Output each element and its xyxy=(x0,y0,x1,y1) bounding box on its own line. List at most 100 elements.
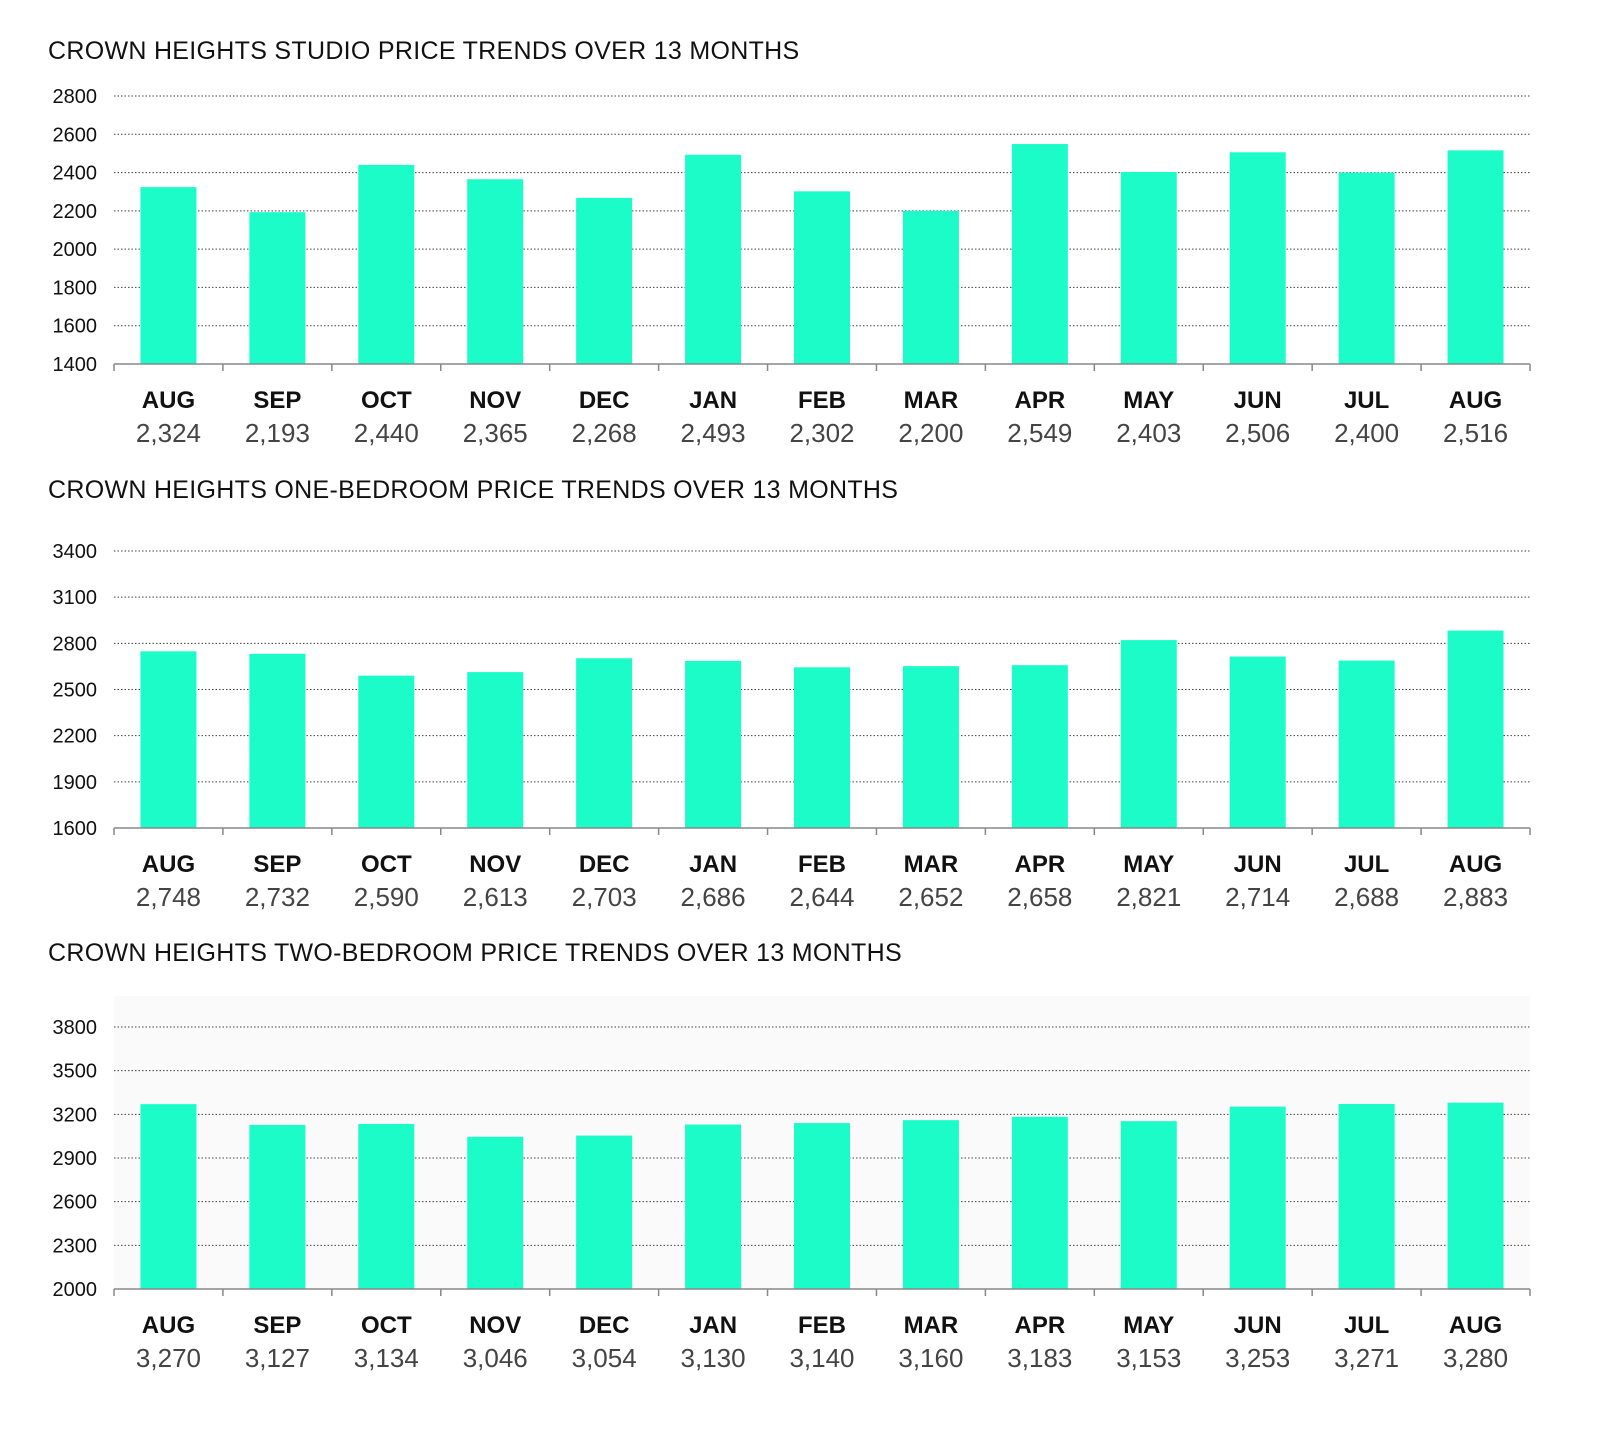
bar xyxy=(794,191,850,364)
x-tick-label: JUN xyxy=(1234,1312,1282,1339)
x-tick-label: NOV xyxy=(469,387,521,414)
bar xyxy=(576,1135,633,1289)
y-tick-label: 2200 xyxy=(53,726,98,748)
bar xyxy=(1447,1102,1504,1289)
bar xyxy=(1011,1116,1068,1289)
data-label: 3,130 xyxy=(681,1343,746,1373)
data-label: 2,268 xyxy=(572,418,637,448)
x-tick-label: JAN xyxy=(689,851,737,878)
bar xyxy=(1338,172,1395,364)
y-tick-label: 2900 xyxy=(53,1148,98,1170)
bar xyxy=(1120,1121,1177,1289)
y-tick-label: 1900 xyxy=(53,772,98,794)
bar xyxy=(902,1120,959,1289)
data-label: 2,644 xyxy=(789,882,854,912)
bar xyxy=(685,154,742,364)
x-tick-label: MAY xyxy=(1123,1312,1174,1339)
bar xyxy=(1447,630,1504,828)
data-label: 2,732 xyxy=(245,882,310,912)
x-tick-label: OCT xyxy=(361,1312,412,1339)
bar xyxy=(467,179,524,364)
bar xyxy=(358,164,415,364)
bar xyxy=(902,666,959,828)
y-tick-label: 3800 xyxy=(53,1017,98,1039)
y-tick-label: 3200 xyxy=(53,1104,98,1126)
data-label: 3,160 xyxy=(898,1343,963,1373)
data-label: 2,883 xyxy=(1443,882,1508,912)
x-tick-label: FEB xyxy=(798,1312,846,1339)
x-tick-label: FEB xyxy=(798,387,846,414)
x-tick-label: JUL xyxy=(1344,387,1389,414)
x-tick-label: MAR xyxy=(904,387,959,414)
bar xyxy=(249,212,306,364)
chart-studio: 1400 1600 1800 2000 2200 2400 2600 2800 AUG 2,324… xyxy=(53,86,1531,448)
bar xyxy=(1229,1106,1286,1289)
y-tick-label: 2600 xyxy=(53,124,98,146)
x-tick-label: DEC xyxy=(579,851,630,878)
bar xyxy=(140,187,197,364)
x-tick-label: AUG xyxy=(142,387,195,414)
data-label: 2,714 xyxy=(1225,882,1290,912)
x-tick-label: JUL xyxy=(1344,1312,1389,1339)
y-tick-label: 1600 xyxy=(53,316,98,338)
y-tick-label: 3400 xyxy=(53,541,98,563)
y-tick-label: 2400 xyxy=(53,163,98,185)
data-label: 2,590 xyxy=(354,882,419,912)
data-label: 2,748 xyxy=(136,882,201,912)
data-label: 3,054 xyxy=(572,1343,637,1373)
x-tick-label: NOV xyxy=(469,1312,521,1339)
y-tick-label: 1400 xyxy=(53,354,98,376)
data-label: 3,271 xyxy=(1334,1343,1399,1373)
bar xyxy=(794,667,850,828)
y-tick-label: 2200 xyxy=(53,201,98,223)
data-label: 3,153 xyxy=(1116,1343,1181,1373)
x-tick-label: MAY xyxy=(1123,851,1174,878)
data-label: 2,493 xyxy=(681,418,746,448)
data-label: 3,127 xyxy=(245,1343,310,1373)
bar xyxy=(902,210,959,364)
bar xyxy=(685,660,742,828)
bar xyxy=(1120,171,1177,364)
data-label: 2,403 xyxy=(1116,418,1181,448)
data-label: 2,652 xyxy=(898,882,963,912)
y-tick-label: 2800 xyxy=(53,633,98,655)
data-label: 2,440 xyxy=(354,418,419,448)
data-label: 3,253 xyxy=(1225,1343,1290,1373)
bar xyxy=(1447,150,1504,364)
x-tick-label: AUG xyxy=(142,851,195,878)
bar xyxy=(1229,656,1286,828)
x-tick-label: MAR xyxy=(904,851,959,878)
data-label: 3,183 xyxy=(1007,1343,1072,1373)
bar xyxy=(249,653,306,828)
data-label: 2,200 xyxy=(898,418,963,448)
bar xyxy=(576,197,633,364)
chart-title-one-bedroom: CROWN HEIGHTS ONE-BEDROOM PRICE TRENDS O… xyxy=(48,476,899,504)
data-label: 2,400 xyxy=(1334,418,1399,448)
bar xyxy=(1229,152,1286,364)
y-tick-label: 2600 xyxy=(53,1192,98,1214)
x-tick-label: DEC xyxy=(579,387,630,414)
x-tick-label: AUG xyxy=(1449,387,1502,414)
data-label: 3,280 xyxy=(1443,1343,1508,1373)
bar xyxy=(358,1123,415,1289)
data-label: 3,046 xyxy=(463,1343,528,1373)
bar xyxy=(1120,640,1177,828)
x-tick-label: JUL xyxy=(1344,851,1389,878)
data-label: 2,658 xyxy=(1007,882,1072,912)
chart-two-bedroom: 2000 2300 2600 2900 3200 3500 3800 AUG 3,270 SEP 3… xyxy=(53,996,1531,1373)
y-tick-label: 3500 xyxy=(53,1061,98,1083)
x-tick-label: JAN xyxy=(689,387,737,414)
y-tick-label: 3100 xyxy=(53,587,98,609)
y-tick-label: 2500 xyxy=(53,680,98,702)
data-label: 2,549 xyxy=(1007,418,1072,448)
bar xyxy=(249,1124,306,1289)
x-tick-label: AUG xyxy=(1449,851,1502,878)
x-tick-label: SEP xyxy=(253,851,301,878)
x-tick-label: APR xyxy=(1015,851,1066,878)
chart-title-studio: CROWN HEIGHTS STUDIO PRICE TRENDS OVER 1… xyxy=(48,37,800,65)
x-tick-label: SEP xyxy=(253,387,301,414)
bar xyxy=(1011,144,1068,364)
bar xyxy=(576,658,633,828)
bar xyxy=(358,675,415,828)
bar xyxy=(1338,660,1395,828)
